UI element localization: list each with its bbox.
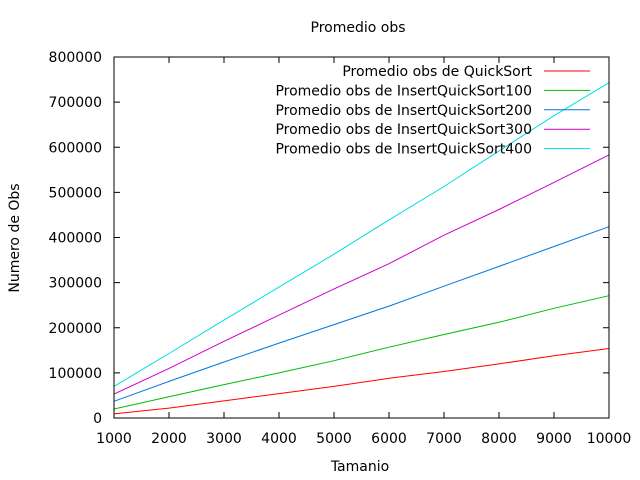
y-tick-label: 200000 <box>49 321 102 337</box>
y-axis-label: Numero de Obs <box>7 183 23 292</box>
x-tick-label: 6000 <box>371 431 407 447</box>
y-tick-label: 800000 <box>49 50 102 66</box>
y-tick-label: 100000 <box>49 366 102 382</box>
x-axis-label: Tamanio <box>330 459 389 475</box>
legend-label-3: Promedio obs de InsertQuickSort200 <box>275 103 532 119</box>
y-tick-label: 500000 <box>49 185 102 201</box>
y-tick-label: 0 <box>93 411 102 427</box>
series-line-2 <box>113 295 610 410</box>
x-tick-label: 2000 <box>151 431 187 447</box>
series-line-1 <box>113 348 610 415</box>
x-tick-label: 4000 <box>261 431 297 447</box>
legend-label-2: Promedio obs de InsertQuickSort100 <box>275 83 532 99</box>
x-tick-label: 7000 <box>426 431 462 447</box>
y-tick-label: 600000 <box>49 140 102 156</box>
legend-label-4: Promedio obs de InsertQuickSort300 <box>275 122 532 138</box>
chart-title: Promedio obs <box>311 20 406 36</box>
axis-ticks: 1000 2000 3000 4000 5000 6000 7000 8000 9000 1000… <box>49 50 632 447</box>
legend-label-1: Promedio obs de QuickSort <box>342 64 532 80</box>
x-tick-label: 8000 <box>481 431 517 447</box>
legend: Promedio obs de QuickSort Promedio obs de… <box>275 64 590 158</box>
x-tick-label: 9000 <box>536 431 572 447</box>
x-tick-label: 5000 <box>316 431 352 447</box>
series-lines <box>113 82 610 415</box>
y-tick-label: 700000 <box>49 95 102 111</box>
legend-label-5: Promedio obs de InsertQuickSort400 <box>275 142 532 158</box>
plot-frame <box>113 56 610 419</box>
y-tick-label: 300000 <box>49 276 102 292</box>
x-tick-label: 10000 <box>587 431 632 447</box>
x-tick-label: 3000 <box>206 431 242 447</box>
series-line-4 <box>113 154 610 395</box>
x-tick-label: 1000 <box>96 431 132 447</box>
series-line-3 <box>113 226 610 402</box>
y-tick-label: 400000 <box>49 231 102 247</box>
series-line-5 <box>113 82 610 387</box>
